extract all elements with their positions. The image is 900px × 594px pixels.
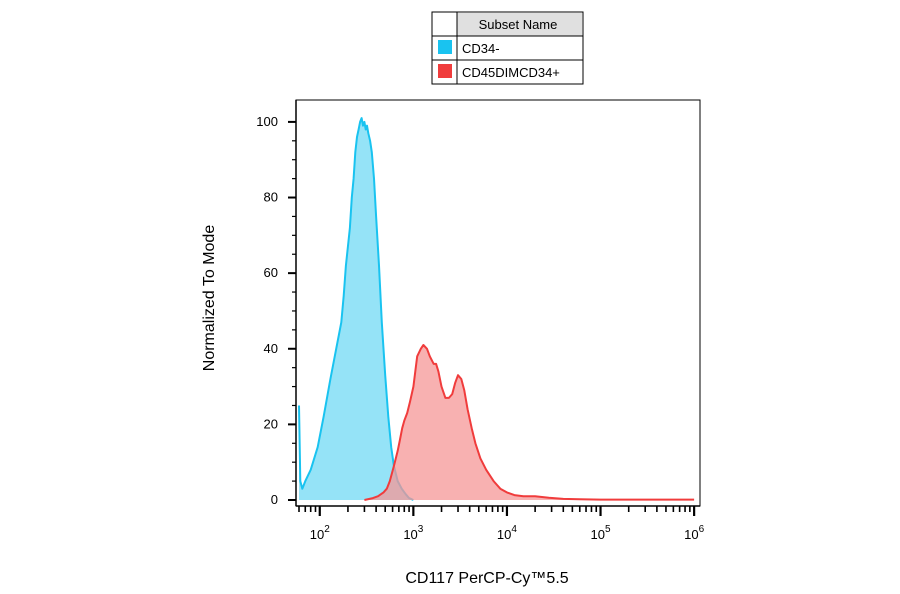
legend-label-cd45dimcd34-pos: CD45DIMCD34+ [462,65,560,80]
y-tick-label: 40 [264,341,278,356]
series-line-cd45dimcd34-pos [364,344,695,501]
series-area-cd34-neg [299,118,414,500]
y-axis-title: Normalized To Mode [201,225,218,372]
legend-header-bg [457,13,582,36]
legend-label-cd34-neg: CD34- [462,41,500,56]
series-line-cd34-neg [298,117,414,501]
series-area-cd45dimcd34-pos [364,345,695,500]
y-axis: 0 20 40 60 80 100 [256,100,297,507]
x-axis: 102 103 104 105 106 [296,505,705,542]
x-axis-title: CD117 PerCP-Cy™5.5 [405,570,568,587]
x-tick-label: 106 [684,524,704,542]
legend-swatch-cd45dimcd34-pos [438,64,452,78]
x-tick-label: 105 [591,524,611,542]
x-tick-label: 102 [310,524,330,542]
series-layer [298,117,695,501]
y-tick-label: 0 [271,492,278,507]
x-tick-label: 104 [497,524,517,542]
x-tick-label: 103 [403,524,423,542]
y-tick-label: 60 [264,265,278,280]
y-tick-label: 100 [256,114,278,129]
y-tick-label: 80 [264,190,278,205]
legend-title: Subset Name [479,17,558,32]
legend-swatch-cd34-neg [438,40,452,54]
legend: Subset Name CD34- CD45DIMCD34+ [431,11,584,85]
y-tick-label: 20 [264,416,278,431]
